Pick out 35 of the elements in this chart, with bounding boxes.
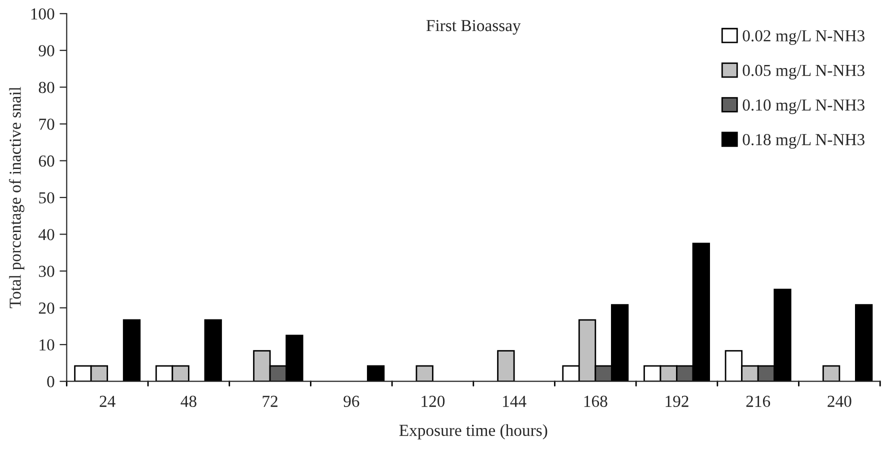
bar xyxy=(204,319,222,382)
y-tick-label: 60 xyxy=(38,155,54,167)
legend-label: 0.18 mg/L N-NH3 xyxy=(742,134,864,149)
bar xyxy=(366,365,385,382)
y-tick-label: 0 xyxy=(47,376,54,388)
x-tick-label: 216 xyxy=(746,396,770,407)
y-tick-label: 20 xyxy=(38,302,54,314)
y-tick-label: 80 xyxy=(38,82,54,94)
y-tick-label: 10 xyxy=(40,339,54,351)
x-axis-title: Exposure time (hours) xyxy=(399,424,548,440)
y-tick-label: 50 xyxy=(39,192,54,204)
x-tick-label: 72 xyxy=(262,396,278,407)
bar xyxy=(122,319,141,382)
x-tick-label: 48 xyxy=(180,396,196,407)
y-tick-label: 90 xyxy=(38,45,54,56)
x-tick-label: 24 xyxy=(100,396,116,407)
legend-label: 0.05 mg/L N-NH3 xyxy=(742,64,864,80)
legend-label: 0.10 mg/L N-NH3 xyxy=(742,99,864,114)
x-tick-label: 168 xyxy=(584,396,608,407)
x-tick-label: 192 xyxy=(666,396,688,407)
x-tick-label: 240 xyxy=(828,396,852,407)
x-tick-label: 144 xyxy=(503,396,526,407)
y-tick-label: 100 xyxy=(31,8,54,20)
y-tick-label: 70 xyxy=(39,118,54,130)
bar xyxy=(855,304,873,382)
bar xyxy=(822,365,840,382)
x-tick-label: 120 xyxy=(422,396,445,407)
bar xyxy=(416,365,434,382)
bar xyxy=(497,350,515,382)
y-tick-label: 30 xyxy=(39,266,54,277)
x-tick-label: 96 xyxy=(344,396,360,407)
chart-title: First Bioassay xyxy=(426,20,521,35)
legend-label: 0.02 mg/L N-NH3 xyxy=(742,30,864,45)
y-tick-label: 40 xyxy=(38,228,54,240)
y-axis-title: Total porcentage of inactive snail xyxy=(8,86,24,308)
